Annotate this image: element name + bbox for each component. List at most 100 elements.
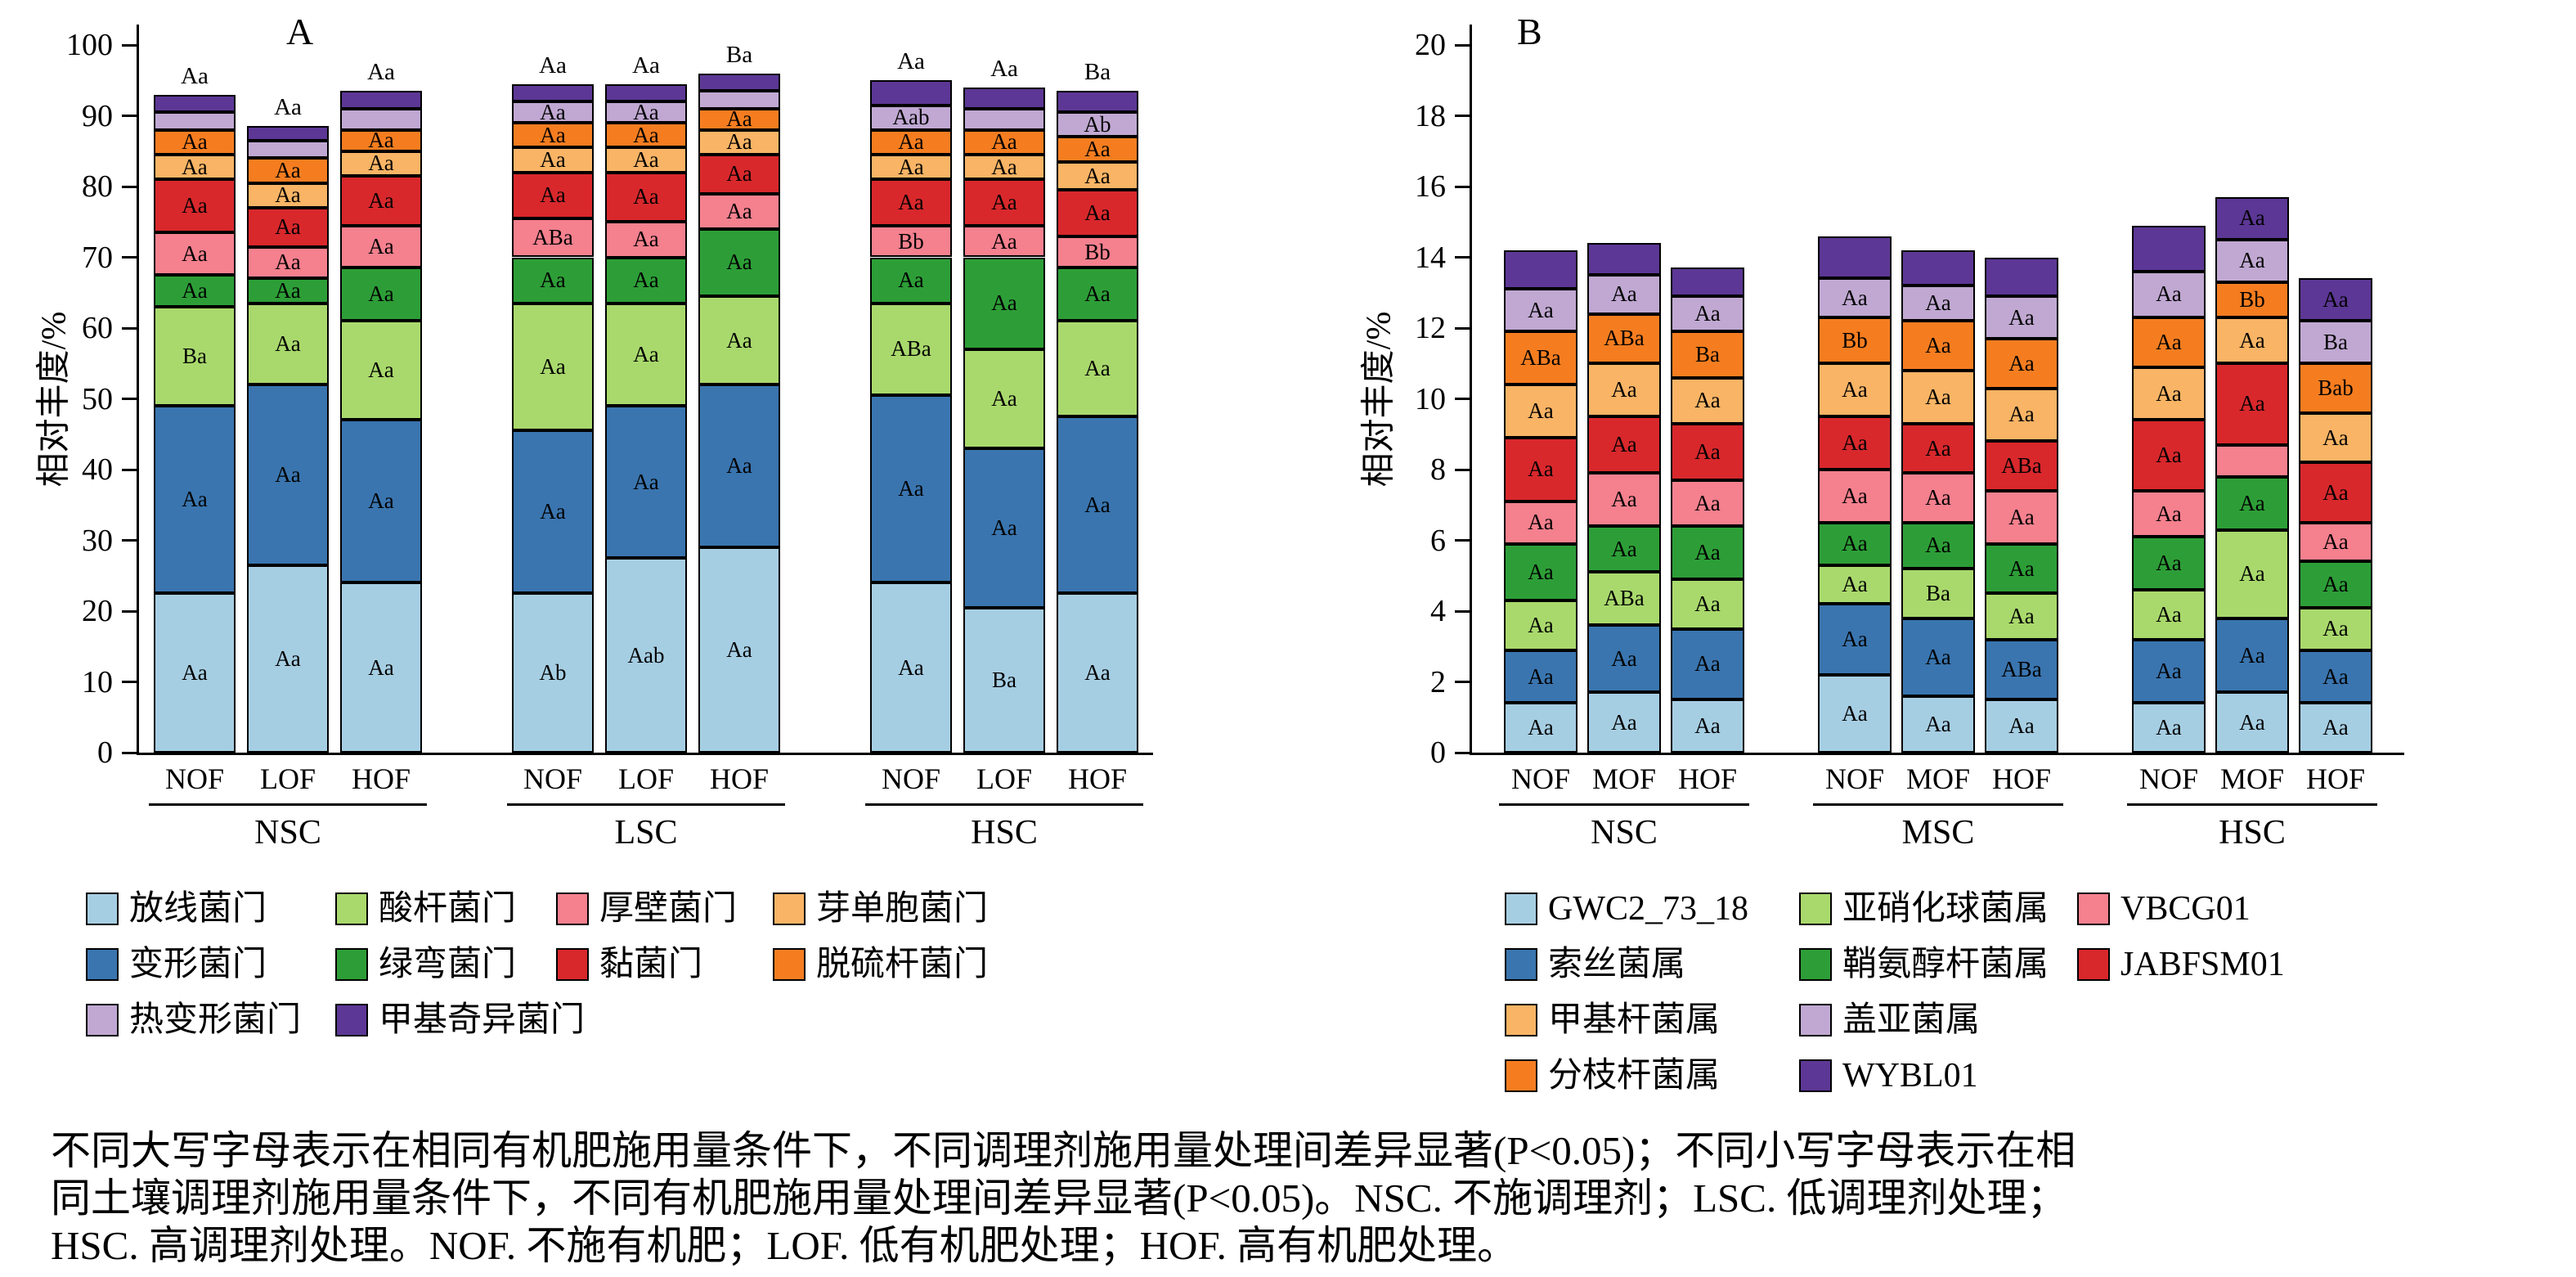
group-underline xyxy=(1499,803,1749,806)
y-tick xyxy=(122,681,137,683)
segment-letter: Aab xyxy=(892,105,930,130)
legend-series-label: 芽单胞菌门 xyxy=(816,890,989,928)
bar-segment: Ba xyxy=(154,307,236,407)
legend-item: 黏菌门 xyxy=(556,943,773,986)
segment-letter: Bb xyxy=(1842,327,1868,353)
x-axis xyxy=(137,753,1153,755)
bar-top-letter: Ba xyxy=(1084,59,1111,86)
panel-letter: A xyxy=(286,11,314,52)
segment-letter: Ab xyxy=(1084,111,1111,137)
bar-segment: Bb xyxy=(1818,317,1892,364)
y-tick-label: 90 xyxy=(82,98,113,133)
segment-letter: Aa xyxy=(1084,660,1111,686)
segment-letter: Aa xyxy=(2156,329,2182,354)
segment-letter: Aa xyxy=(2322,479,2349,505)
segment-letter: ABa xyxy=(1520,345,1561,371)
legend-item: 脱硫杆菌门 xyxy=(773,943,988,986)
bar-segment: Aab xyxy=(605,558,687,753)
legend-color-swatch xyxy=(556,948,589,981)
x-tick-label: NOF xyxy=(164,762,225,795)
segment-letter: Aa xyxy=(1528,297,1554,322)
bar-segment: Aa xyxy=(340,582,422,753)
bar-segment: Aa xyxy=(1818,564,1892,605)
segment-letter: Aa xyxy=(633,147,659,173)
segment-letter: Aa xyxy=(1842,627,1868,652)
bar-segment: Aa xyxy=(1587,526,1661,573)
legend-series-label: 绿弯菌门 xyxy=(379,946,517,983)
legend-item: 酸杆菌门 xyxy=(335,888,556,930)
segment-letter: Aa xyxy=(991,290,1017,316)
bar-segment: Aa xyxy=(1985,699,2058,753)
segment-letter: ABa xyxy=(1604,326,1645,351)
y-tick xyxy=(122,751,137,754)
bar-top-letter: Aa xyxy=(274,94,302,121)
legend-row: 分枝杆菌属 WYBL01 xyxy=(1505,1054,2285,1097)
bar-segment: Aa xyxy=(698,547,780,753)
legend-panel-b: GWC2_73_18 亚硝化球菌属 VBCG01 索丝菌属 鞘氨醇杆菌属 JABFSM01… xyxy=(1505,888,2285,1110)
bar-segment: Aa xyxy=(1901,286,1975,321)
bar-segment: Aa xyxy=(2132,271,2206,318)
y-tick xyxy=(122,115,137,117)
segment-letter: Aa xyxy=(726,453,752,479)
bar-segment: Aa xyxy=(2132,537,2206,591)
x-tick-label: MOF xyxy=(1905,762,1971,795)
segment-letter: Aa xyxy=(1925,435,1951,461)
segment-letter: Aa xyxy=(540,268,566,293)
legend-color-swatch xyxy=(773,948,806,981)
x-tick-label: HOF xyxy=(1991,762,2052,795)
segment-letter: Aa xyxy=(2322,529,2349,555)
bar-segment: Ab xyxy=(1057,112,1138,137)
segment-letter: Aa xyxy=(1611,645,1637,671)
bar-segment: Aa xyxy=(340,225,422,268)
caption-line-1: 不同大写字母表示在相同有机肥施用量条件下，不同调理剂施用量处理间差异显著(P<0… xyxy=(51,1128,2076,1173)
legend-color-swatch xyxy=(2077,948,2110,981)
bar-segment: Aa xyxy=(2215,317,2289,364)
bar-segment: Aa xyxy=(870,395,952,583)
segment-letter: Aa xyxy=(1084,200,1111,225)
bar-segment: Aa xyxy=(1671,423,1744,480)
segment-letter: Aa xyxy=(2322,572,2349,597)
segment-letter: Aa xyxy=(726,198,752,223)
segment-letter: Aa xyxy=(1925,644,1951,669)
x-tick-label: MOF xyxy=(1591,762,1657,795)
segment-letter: Aa xyxy=(1528,510,1554,535)
y-tick-label: 50 xyxy=(82,381,113,416)
bar-segment: Aa xyxy=(1587,692,1661,753)
segment-letter: Aa xyxy=(368,357,394,383)
legend-series-label: 分枝杆菌属 xyxy=(1548,1057,1721,1095)
bar-segment: Bb xyxy=(870,225,952,258)
segment-letter: Aa xyxy=(1611,432,1637,457)
segment-letter: Ba xyxy=(1926,580,1950,605)
segment-letter: Aa xyxy=(1528,456,1554,482)
group-label: HSC xyxy=(971,814,1038,852)
segment-letter: Aa xyxy=(1084,163,1111,188)
bar-segment: Aa xyxy=(512,303,594,431)
legend-series-label: WYBL01 xyxy=(1842,1057,1978,1095)
segment-letter: Aa xyxy=(2239,391,2265,416)
legend-series-label: 厚壁菌门 xyxy=(599,890,738,928)
bar-segment: ABa xyxy=(1504,331,1577,385)
bar-segment: Aa xyxy=(2299,703,2372,753)
bar-segment: Aa xyxy=(2299,522,2372,562)
bar-segment: ABa xyxy=(1985,441,2058,491)
segment-letter: Aa xyxy=(991,515,1017,540)
legend-item: VBCG01 xyxy=(2077,888,2251,930)
bar-segment xyxy=(1587,243,1661,276)
bar-segment: Aa xyxy=(1985,338,2058,389)
y-tick-label: 16 xyxy=(1415,169,1446,204)
segment-letter: Aa xyxy=(1611,709,1637,735)
segment-letter: Aa xyxy=(1528,398,1554,424)
segment-letter: Aa xyxy=(991,385,1017,411)
bar-segment: Aa xyxy=(2215,618,2289,693)
bar-segment: Aa xyxy=(2215,363,2289,445)
bar-segment xyxy=(247,126,329,141)
bar-segment: Aa xyxy=(1057,593,1138,753)
bar-segment: Aa xyxy=(1504,384,1577,438)
segment-letter: Aa xyxy=(898,654,924,680)
bar-segment: Aa xyxy=(1671,377,1744,424)
legend-item: 变形菌门 xyxy=(86,943,335,986)
chart-panel-b: 相对丰度/% B 0 2 4 6 8 10 12 14 16 18 20 Aa Aa Aa Aa Aa Aa Aa AB… xyxy=(1341,8,2421,892)
bar-segment xyxy=(1671,268,1744,297)
bar-segment: Aa xyxy=(247,384,329,565)
